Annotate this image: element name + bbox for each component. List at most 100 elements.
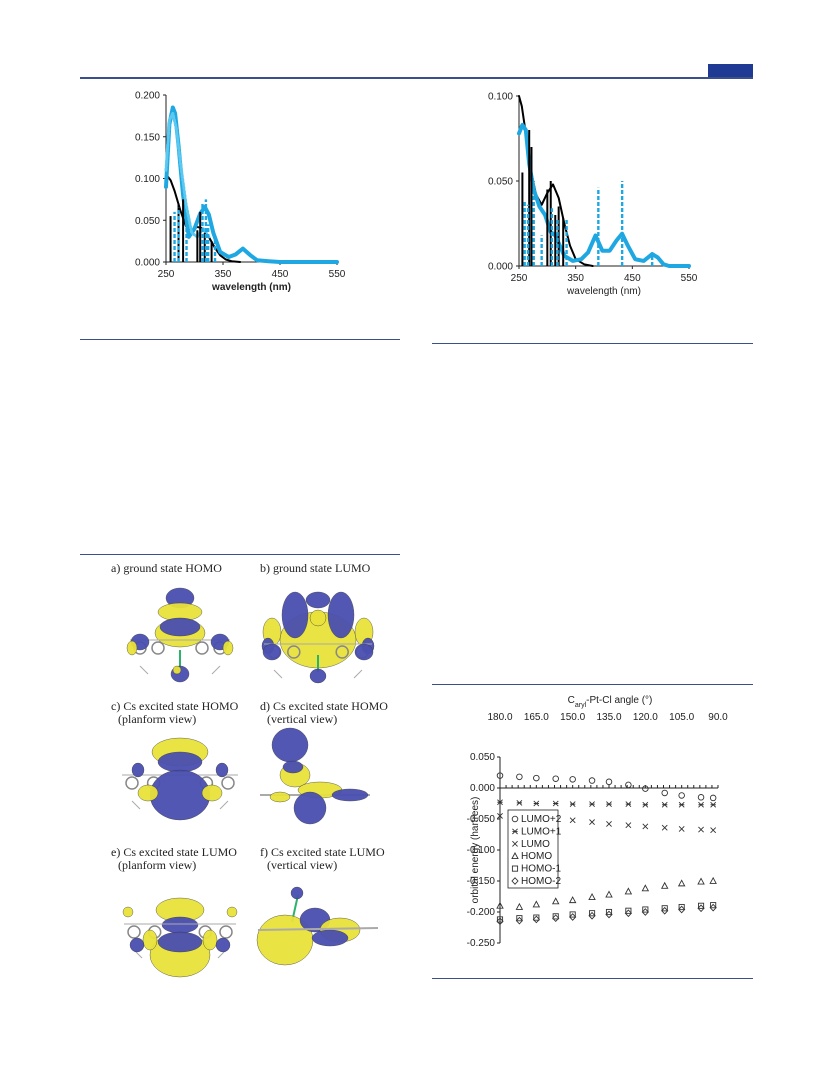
data-point [698,801,704,808]
orbital-panel-title: (vertical view) [267,858,337,872]
x-tick-label: 250 [511,273,528,284]
data-point [697,902,705,909]
y-tick-label: 0.100 [488,92,513,103]
y-tick-label: 0.200 [135,91,160,102]
rule-right-2 [432,684,753,685]
ring-atom [287,645,301,659]
ring-atom [219,925,233,939]
ligand-bond [219,800,229,810]
ring-atom [195,641,209,655]
ring-atom [221,776,235,790]
ligand-bond [131,800,141,810]
orbital-e [122,897,238,978]
ring-atom [151,641,165,655]
x-tick-label: 180.0 [487,712,512,723]
data-point [698,826,704,833]
data-point [661,801,668,808]
data-point [569,913,577,921]
orbital-lobe [215,937,231,953]
series-HOMO-2 [496,903,717,926]
data-point [533,914,540,921]
x-tick-label: 165.0 [524,712,549,723]
data-point [710,801,717,808]
x-axis-label: wavelength (nm) [566,286,641,297]
data-point [678,792,685,799]
data-point [515,916,523,925]
y-tick-label: -0.050 [467,814,496,825]
orbital-lobe [157,931,203,953]
data-point [589,819,595,826]
marker-x [512,840,518,847]
data-point [552,800,559,807]
x-axis-label: wavelength (nm) [211,282,291,293]
data-point [605,908,613,916]
data-point [569,817,576,824]
orbital-lobe [159,617,201,637]
data-point [625,781,632,789]
data-point [678,905,686,914]
orbital-panel-title: f) Cs excited state LUMO [260,845,385,859]
y-tick-label: -0.200 [467,907,496,918]
data-point [569,801,576,808]
data-point [533,774,540,782]
y-tick-label: -0.150 [467,876,496,887]
data-point [697,877,705,885]
rule-left-2 [80,554,400,555]
data-point [516,773,523,781]
data-point [678,903,685,911]
data-point [697,904,705,913]
orbital-lobe [281,591,309,639]
y-tick-label: 0.150 [135,132,160,143]
rule-right-1 [432,343,753,344]
data-point [588,892,596,900]
orbital-lobe [129,937,145,953]
orbital-lobe [172,665,182,675]
data-point [709,903,717,912]
y-tick-label: 0.100 [135,174,160,185]
x-tick-label: 135.0 [596,712,621,723]
y-tick-label: 0.050 [470,752,495,763]
x-tick-label: 150.0 [560,712,585,723]
orbital-lobe [262,643,282,661]
ligand-bond [139,665,149,675]
data-point [497,799,503,806]
data-point [569,911,576,918]
data-point [625,822,632,829]
orbital-panel-title: e) Cs excited state LUMO [111,845,237,859]
data-point [605,890,613,898]
ligand-plane [257,927,379,931]
orbital-lobe [311,929,349,947]
x-tick-label: 450 [624,273,641,284]
marker-square [511,865,519,872]
legend-box [507,809,559,889]
legend-label: LUMO+1 [521,826,562,837]
data-point [589,801,595,808]
orbital-panel-title: (planform view) [118,712,196,726]
data-point [569,776,576,783]
orbital-lobe [309,609,327,627]
orbital-lobe [293,791,327,825]
data-point [516,799,523,806]
orbital-lobe [309,668,327,684]
top-axis-label: Caryl-Pt-Cl angle (°) [568,695,653,709]
data-point [709,876,717,884]
orbital-lobe [282,760,304,774]
orbital-panel-title: d) Cs excited state HOMO [260,699,388,713]
x-tick-label: 90.0 [708,712,728,723]
data-point [552,913,559,920]
x-tick-label: 350 [215,269,232,280]
data-point [661,906,669,915]
x-tick-label: 105.0 [669,712,694,723]
legend-label: HOMO-1 [521,864,561,875]
orbital-panel-title: a) ground state HOMO [111,561,222,575]
orbital-lobe [137,784,159,802]
x-tick-label: 250 [158,269,175,280]
ligand-bond [273,669,283,679]
data-point [588,910,596,917]
data-point [496,916,504,923]
data-point [568,896,577,904]
orbital-lobe [327,591,355,639]
data-point [496,901,504,909]
